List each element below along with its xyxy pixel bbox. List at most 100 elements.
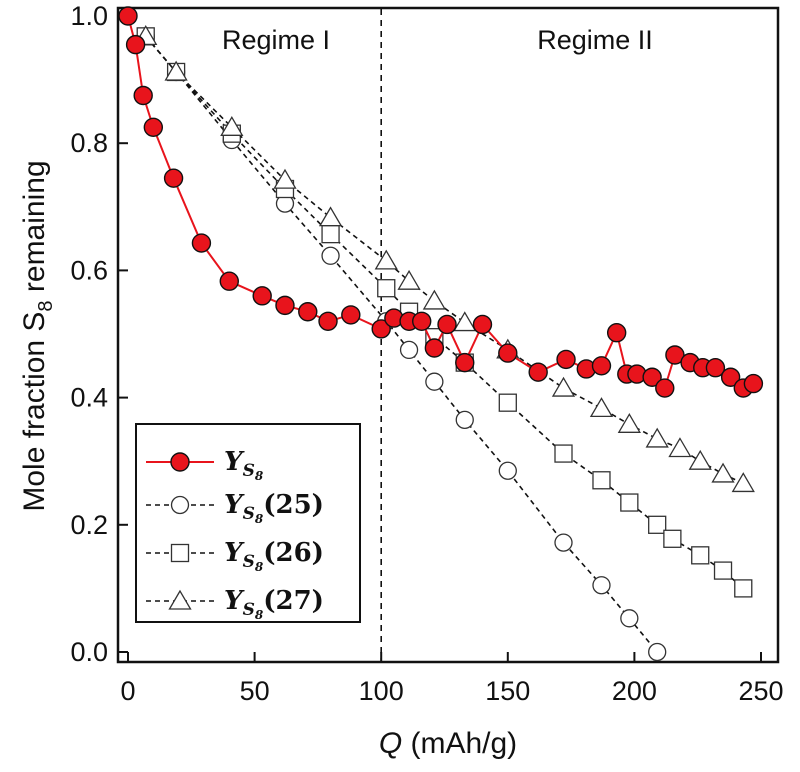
data-point [298, 302, 318, 322]
data-point [655, 378, 675, 398]
legend-item: YS8(27) [146, 586, 324, 622]
x-tick-label: 50 [240, 676, 270, 706]
series-3 [134, 25, 755, 493]
data-point [125, 34, 146, 55]
series-line [145, 35, 744, 485]
data-point [663, 529, 682, 548]
legend-label: YS8(26) [224, 538, 324, 574]
x-axis-label-rest: (mAh/g) [402, 727, 517, 760]
y-tick-label: 0.4 [70, 383, 108, 413]
data-point [713, 561, 733, 580]
data-point [275, 295, 295, 316]
y-tick-label: 0.8 [70, 128, 108, 158]
data-point [424, 338, 445, 358]
data-point [399, 340, 419, 360]
legend-marker [170, 543, 190, 563]
data-point [133, 85, 153, 106]
legend-item: YS8(26) [146, 538, 324, 574]
data-point [252, 286, 272, 306]
data-point [665, 345, 685, 365]
data-point [118, 6, 138, 26]
series-line [145, 35, 744, 590]
data-point [437, 314, 457, 335]
plot-frame [116, 6, 780, 664]
data-point [645, 427, 669, 448]
y-axis-label-pre: Mole fraction S [18, 312, 51, 512]
data-point [425, 372, 444, 391]
data-point [318, 311, 338, 331]
data-point [377, 279, 396, 298]
y-tick-label: 0.6 [70, 255, 108, 285]
data-point [498, 393, 517, 412]
data-point [688, 449, 712, 470]
y-tick-label: 0.2 [70, 510, 108, 540]
x-tick-label: 100 [359, 676, 404, 706]
data-point [220, 116, 244, 136]
data-point [374, 249, 398, 270]
data-point [163, 168, 184, 188]
data-point [498, 461, 517, 480]
data-point [191, 233, 212, 253]
data-point [642, 367, 662, 387]
data-point [554, 444, 573, 463]
legend-item: YS8(25) [146, 490, 324, 526]
tick-layer: 0 50 100 150 200 250 0.0 0.2 0.4 0.6 0.8 1.0 [70, 1, 783, 706]
data-point [341, 305, 361, 325]
data-point [589, 397, 614, 418]
data-point [606, 323, 627, 343]
x-tick-label: 250 [738, 676, 783, 706]
data-point [528, 362, 548, 382]
data-point [711, 462, 735, 483]
data-point [273, 168, 297, 189]
data-point [321, 224, 340, 244]
y-axis-label-sub: 8 [35, 300, 57, 311]
data-point [734, 579, 753, 598]
data-point [412, 311, 432, 331]
legend-item: YS8 [146, 447, 264, 483]
data-point [219, 271, 239, 291]
data-point [705, 358, 726, 378]
legend-marker [170, 452, 190, 472]
data-point [556, 349, 576, 370]
series-0 [118, 6, 764, 398]
data-point [592, 576, 611, 595]
y-tick-label: 1.0 [70, 1, 108, 31]
legend-marker [168, 589, 192, 610]
data-point [668, 437, 692, 458]
x-tick-label: 0 [120, 676, 135, 706]
y-axis-label: Mole fraction S8 remaining [18, 160, 57, 511]
data-point [731, 472, 755, 493]
data-point [648, 642, 667, 662]
y-tick-label: 0.0 [70, 637, 108, 667]
data-point [397, 269, 421, 290]
y-axis-label-post: remaining [18, 160, 51, 300]
series-layer [118, 6, 764, 662]
data-point [551, 376, 576, 397]
data-point [591, 356, 612, 376]
data-point [554, 533, 573, 552]
x-axis-label: Q (mAh/g) [379, 727, 517, 760]
data-point [648, 515, 667, 534]
data-point [143, 117, 164, 138]
data-point [743, 373, 764, 394]
x-axis-label-italic: Q [379, 727, 402, 760]
x-tick-label: 150 [485, 676, 530, 706]
data-point [371, 319, 391, 339]
legend-label: YS8(27) [224, 586, 324, 622]
data-point [453, 311, 477, 332]
legend-items: YS8 YS8(25) YS8(26) YS8(27) [146, 447, 324, 622]
data-point [620, 493, 639, 512]
regime-2-label: Regime II [537, 25, 653, 55]
x-tick-label: 200 [612, 676, 657, 706]
regime-1-label: Regime I [222, 25, 330, 55]
data-point [691, 546, 710, 565]
legend-label: YS8 [224, 447, 264, 483]
data-point [422, 289, 447, 310]
data-point [455, 352, 475, 373]
data-point [318, 206, 343, 227]
data-point [620, 609, 639, 628]
legend-marker [170, 495, 190, 515]
legend-label: YS8(25) [224, 490, 324, 526]
data-point [321, 246, 340, 265]
